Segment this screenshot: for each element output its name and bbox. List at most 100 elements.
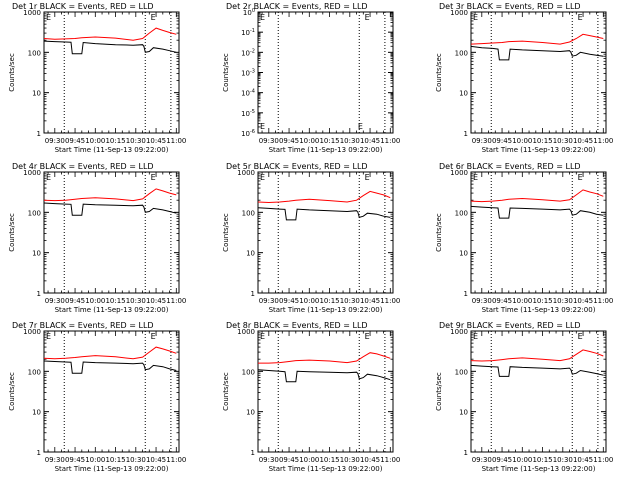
x-tick-label: 10:45: [146, 456, 166, 464]
x-axis-label: Start Time (11-Sep-13 09:22:00): [55, 146, 169, 154]
y-tick-label: 10: [246, 409, 255, 417]
y-tick-label: 1: [251, 449, 255, 457]
x-axis-label: Start Time (11-Sep-13 09:22:00): [269, 146, 383, 154]
x-tick-label: 10:30: [340, 297, 360, 305]
y-axis-label: Counts/sec: [8, 53, 16, 92]
x-tick-label: 10:00: [299, 137, 319, 145]
x-tick-label: 10:30: [126, 456, 146, 464]
x-tick-label: 10:00: [512, 456, 532, 464]
x-axis-label: Start Time (11-Sep-13 09:22:00): [482, 306, 596, 314]
x-tick-label: 09:30: [472, 456, 492, 464]
y-tick-label: 10: [459, 409, 468, 417]
detector-panel-8: Det 8r BLACK = Events, RED = LLD11010010…: [222, 321, 400, 473]
y-tick-label: 1: [37, 449, 41, 457]
event-annotation: E: [473, 332, 478, 341]
x-axis-label: Start Time (11-Sep-13 09:22:00): [55, 306, 169, 314]
y-tick-label: 1000: [23, 9, 41, 17]
event-annotation: E: [151, 13, 156, 22]
event-annotation: E: [46, 13, 51, 22]
x-tick-label: 10:30: [553, 137, 573, 145]
y-axis-label: Counts/sec: [8, 372, 16, 411]
event-annotation: E: [260, 173, 265, 182]
x-tick-label: 10:00: [85, 297, 105, 305]
x-axis-label: Start Time (11-Sep-13 09:22:00): [269, 306, 383, 314]
event-annotation: E: [260, 332, 265, 341]
x-tick-label: 09:45: [65, 137, 85, 145]
event-annotation: E: [46, 173, 51, 182]
x-tick-label: 09:45: [492, 137, 512, 145]
x-tick-label: 10:15: [532, 297, 552, 305]
y-tick-label: 1000: [450, 9, 468, 17]
event-annotation: E: [151, 332, 156, 341]
y-tick-label: 10: [459, 250, 468, 258]
x-tick-label: 10:45: [146, 137, 166, 145]
x-tick-label: 09:30: [259, 137, 279, 145]
x-tick-label: 09:30: [472, 297, 492, 305]
detector-panel-3: Det 3r BLACK = Events, RED = LLD 1 10 100 10…: [435, 2, 613, 154]
event-annotation: E: [578, 13, 583, 22]
y-tick-label: 100: [28, 209, 41, 217]
event-annotation: E: [578, 173, 583, 182]
x-tick-label: 10:00: [299, 297, 319, 305]
y-tick-label: 10: [32, 250, 41, 258]
y-tick-label: 100: [455, 368, 468, 376]
x-tick-label: 09:30: [45, 297, 65, 305]
x-tick-label: 09:45: [65, 456, 85, 464]
y-axis-label: Counts/sec: [222, 372, 230, 411]
y-tick-label: 10-6: [241, 129, 255, 138]
y-tick-label: 1: [464, 449, 468, 457]
x-tick-label: 09:30: [259, 297, 279, 305]
y-tick-label: 10-4: [241, 89, 255, 98]
y-tick-label: 10: [32, 409, 41, 417]
event-annotation: E: [365, 173, 370, 182]
x-tick-label: 10:15: [319, 137, 339, 145]
x-tick-label: 10:45: [573, 456, 593, 464]
y-tick-label: 100: [28, 49, 41, 57]
event-annotation: E: [578, 332, 583, 341]
y-axis-label: Counts/sec: [435, 372, 443, 411]
x-tick-label: 09:45: [65, 297, 85, 305]
x-tick-label: 10:45: [360, 137, 380, 145]
event-annotation: E: [260, 13, 265, 22]
event-annotation: E: [365, 332, 370, 341]
x-tick-label: 10:15: [105, 137, 125, 145]
y-tick-label: 1000: [450, 169, 468, 177]
x-tick-label: 11:00: [380, 456, 400, 464]
x-tick-label: 10:15: [105, 297, 125, 305]
x-tick-label: 09:30: [472, 137, 492, 145]
x-tick-label: 11:00: [593, 137, 613, 145]
x-tick-label: 09:45: [492, 456, 512, 464]
x-axis-label: Start Time (11-Sep-13 09:22:00): [482, 465, 596, 473]
detector-panel-7: Det 7r BLACK = Events, RED = LLD 1 10 100 10…: [8, 321, 186, 473]
x-tick-label: 11:00: [166, 456, 186, 464]
x-tick-label: 11:00: [380, 137, 400, 145]
series-line: [258, 208, 390, 220]
y-tick-label: 1: [37, 290, 41, 298]
x-tick-label: 11:00: [166, 297, 186, 305]
y-tick-label: 1: [251, 290, 255, 298]
series-line: [44, 28, 176, 40]
x-tick-label: 10:45: [573, 137, 593, 145]
y-tick-label: 10-5: [241, 109, 255, 118]
event-annotation: E: [46, 332, 51, 341]
y-tick-label: 10-1: [241, 28, 255, 37]
y-tick-label: 10-3: [241, 69, 255, 78]
y-tick-label: 10-2: [241, 48, 255, 57]
x-tick-label: 09:30: [45, 137, 65, 145]
y-axis-label: Counts/sec: [222, 53, 230, 92]
y-tick-label: 100: [28, 368, 41, 376]
x-tick-label: 10:15: [532, 456, 552, 464]
y-tick-label: 100: [455, 49, 468, 57]
x-tick-label: 09:45: [492, 297, 512, 305]
event-annotation: E: [473, 173, 478, 182]
x-tick-label: 10:15: [105, 456, 125, 464]
x-axis-label: Start Time (11-Sep-13 09:22:00): [55, 465, 169, 473]
y-axis-label: Counts/sec: [435, 213, 443, 252]
y-tick-label: 100: [242, 368, 255, 376]
x-tick-label: 10:00: [512, 297, 532, 305]
x-tick-label: 10:45: [360, 297, 380, 305]
y-axis-label: Counts/sec: [222, 213, 230, 252]
x-tick-label: 11:00: [166, 137, 186, 145]
y-tick-label: 1: [37, 130, 41, 138]
